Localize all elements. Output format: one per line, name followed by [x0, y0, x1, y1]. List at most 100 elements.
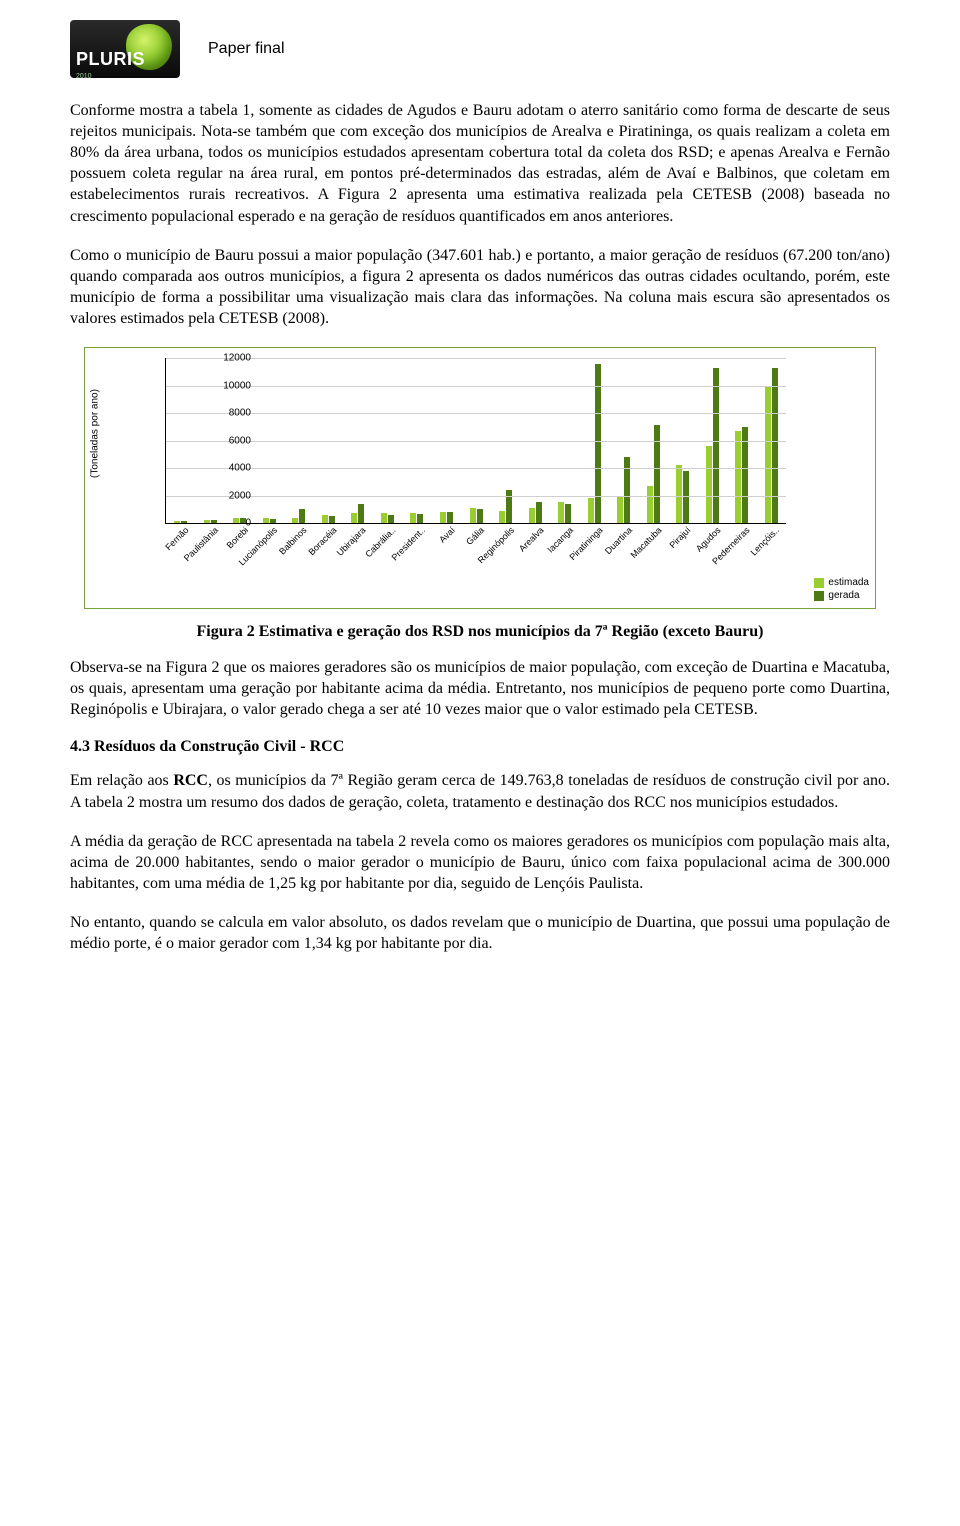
legend-row-gerada: gerada	[814, 589, 869, 602]
chart-bar-pair	[263, 518, 276, 523]
paragraph-6: No entanto, quando se calcula em valor a…	[70, 912, 890, 954]
chart-bar-gerada	[713, 368, 719, 523]
chart-xlabel: Arealva	[516, 525, 545, 554]
chart-bar-gerada	[358, 504, 364, 523]
legend-label-gerada: gerada	[828, 589, 859, 602]
page: PLURIS 2010 Paper final Conforme mostra …	[0, 0, 960, 994]
chart-ytick: 2000	[229, 490, 251, 501]
chart-bar-pair	[529, 502, 542, 523]
paragraph-4-lead: Em relação aos RCC, os municípios da 7ª …	[70, 772, 890, 810]
chart-bar-pair	[204, 520, 217, 523]
chart-bar-gerada	[772, 368, 778, 523]
chart-bar-estimada	[470, 508, 476, 523]
chart-ytick: 4000	[229, 463, 251, 474]
chart-bar-gerada	[181, 521, 187, 523]
chart-bar-pair	[676, 465, 689, 523]
chart-bar-estimada	[647, 486, 653, 523]
chart-bar-gerada	[624, 457, 630, 523]
chart-bar-pair	[706, 368, 719, 523]
chart-bar-pair	[558, 502, 571, 523]
chart-bar-gerada	[270, 519, 276, 523]
chart-xlabel: Fernão	[164, 525, 191, 552]
chart-plot-area	[165, 358, 786, 524]
chart-bar-pair	[292, 509, 305, 523]
legend-swatch-gerada	[814, 591, 824, 601]
chart-xlabels: FernãoPaulistâniaBorebiLucianópolisBalbi…	[165, 525, 785, 597]
chart-bar-pair	[233, 518, 246, 523]
chart-bar-pair	[765, 368, 778, 523]
chart-bar-pair	[617, 457, 630, 523]
chart-bar-pair	[588, 364, 601, 524]
chart-xlabel: Balbinos	[277, 525, 308, 556]
chart-ytick: 8000	[229, 408, 251, 419]
chart-bar-gerada	[565, 504, 571, 523]
chart-bar-gerada	[211, 520, 217, 523]
chart-legend: estimada gerada	[814, 576, 869, 602]
chart-bar-gerada	[683, 471, 689, 523]
chart-bar-estimada	[174, 521, 180, 523]
paper-label: Paper final	[208, 40, 285, 58]
chart-bar-gerada	[477, 509, 483, 523]
chart-xlabel: Lençóis..	[749, 525, 782, 558]
chart-bar-pair	[381, 513, 394, 523]
chart-bar-gerada	[329, 516, 335, 524]
pluris-logo: PLURIS 2010	[70, 20, 180, 78]
subheading-4-3: 4.3 Resíduos da Construção Civil - RCC	[70, 738, 890, 756]
paragraph-3: Observa-se na Figura 2 que os maiores ge…	[70, 657, 890, 720]
logo-year-text: 2010	[76, 73, 92, 80]
chart-xlabel: Macatuba	[628, 525, 663, 560]
chart-bar-estimada	[440, 512, 446, 523]
figure-2-caption: Figura 2 Estimativa e geração dos RSD no…	[70, 623, 890, 641]
page-header: PLURIS 2010 Paper final	[70, 20, 890, 78]
chart-bar-estimada	[558, 502, 564, 523]
chart-xlabel: Iacanga	[545, 525, 575, 555]
chart-xlabel: Gália	[464, 525, 486, 547]
chart-bar-estimada	[499, 511, 505, 523]
chart-bar-estimada	[263, 518, 269, 523]
chart-bar-estimada	[381, 513, 387, 523]
legend-label-estimada: estimada	[828, 576, 869, 589]
figure-2-chart: (Toneladas por ano) FernãoPaulistâniaBor…	[84, 347, 876, 609]
chart-bar-estimada	[410, 513, 416, 523]
chart-bar-estimada	[765, 387, 771, 523]
chart-bar-gerada	[536, 502, 542, 523]
chart-bar-gerada	[388, 515, 394, 523]
chart-xlabel: Agudos	[694, 525, 723, 554]
chart-bar-estimada	[292, 518, 298, 523]
chart-bar-pair	[470, 508, 483, 523]
paragraph-1: Conforme mostra a tabela 1, somente as c…	[70, 100, 890, 227]
paragraph-4: Em relação aos RCC, os municípios da 7ª …	[70, 770, 890, 812]
chart-bar-gerada	[595, 364, 601, 524]
chart-ytick: 10000	[223, 380, 251, 391]
chart-ytick: 0	[245, 518, 251, 529]
chart-bar-estimada	[706, 446, 712, 523]
figure-2-wrapper: (Toneladas por ano) FernãoPaulistâniaBor…	[70, 347, 890, 609]
chart-xlabel: Ubirajara	[335, 525, 368, 558]
chart-ytick: 12000	[223, 353, 251, 364]
logo-brand-text: PLURIS	[76, 49, 145, 70]
chart-xlabel: Borebi	[224, 525, 249, 550]
legend-row-estimada: estimada	[814, 576, 869, 589]
chart-xlabel: Boracéia	[306, 525, 338, 557]
chart-xlabel: Pirajuí	[668, 525, 693, 550]
paragraph-5: A média da geração de RCC apresentada na…	[70, 831, 890, 894]
chart-bar-estimada	[617, 497, 623, 523]
chart-bar-gerada	[417, 514, 423, 523]
chart-bar-pair	[322, 515, 335, 523]
chart-bar-estimada	[735, 431, 741, 523]
chart-ylabel: (Toneladas por ano)	[90, 389, 101, 478]
legend-swatch-estimada	[814, 578, 824, 588]
chart-bar-estimada	[351, 513, 357, 523]
chart-bar-gerada	[447, 512, 453, 523]
chart-xlabel: Avaí	[437, 525, 457, 545]
paragraph-2: Como o município de Bauru possui a maior…	[70, 245, 890, 329]
chart-bar-pair	[410, 513, 423, 523]
chart-bar-estimada	[588, 498, 594, 523]
chart-bar-estimada	[204, 520, 210, 523]
chart-bar-estimada	[529, 508, 535, 523]
chart-bar-estimada	[233, 518, 239, 523]
chart-bar-estimada	[676, 465, 682, 523]
chart-bar-estimada	[322, 515, 328, 523]
chart-bar-pair	[174, 521, 187, 523]
chart-bar-pair	[440, 512, 453, 523]
